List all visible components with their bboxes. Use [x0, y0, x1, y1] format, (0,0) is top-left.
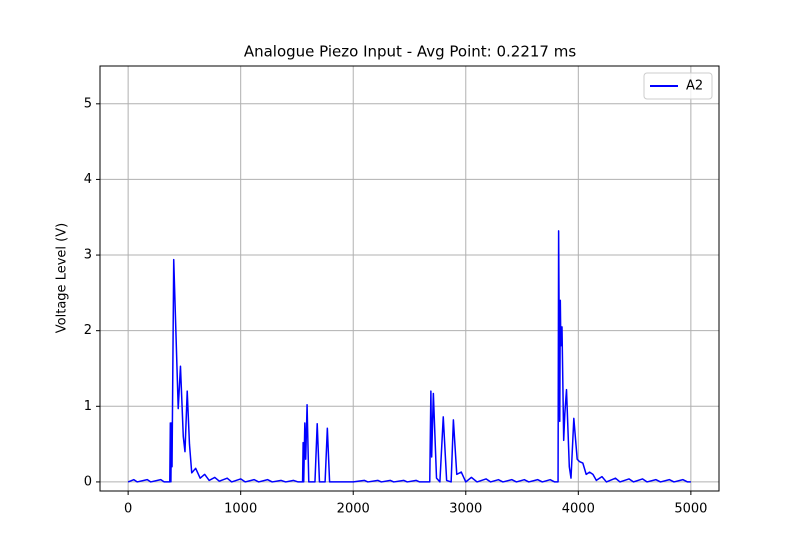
x-tick-label: 1000: [224, 502, 257, 517]
x-tick-label: 3000: [449, 502, 482, 517]
y-tick-label: 5: [84, 96, 92, 111]
legend-label: A2: [686, 79, 703, 94]
y-tick-label: 0: [84, 474, 92, 489]
y-tick-label: 1: [84, 399, 92, 414]
y-tick-label: 3: [84, 248, 92, 263]
data-line: [127, 230, 691, 483]
y-tick-label: 2: [84, 323, 92, 338]
x-tick-label: 5000: [674, 502, 707, 517]
chart-title: Analogue Piezo Input - Avg Point: 0.2217…: [244, 43, 577, 61]
x-tick-label: 4000: [562, 502, 595, 517]
y-tick-label: 4: [84, 172, 92, 187]
y-axis-label: Voltage Level (V): [55, 223, 70, 333]
x-tick-label: 0: [124, 502, 132, 517]
x-tick-label: 2000: [337, 502, 370, 517]
plot-frame: [99, 65, 720, 492]
